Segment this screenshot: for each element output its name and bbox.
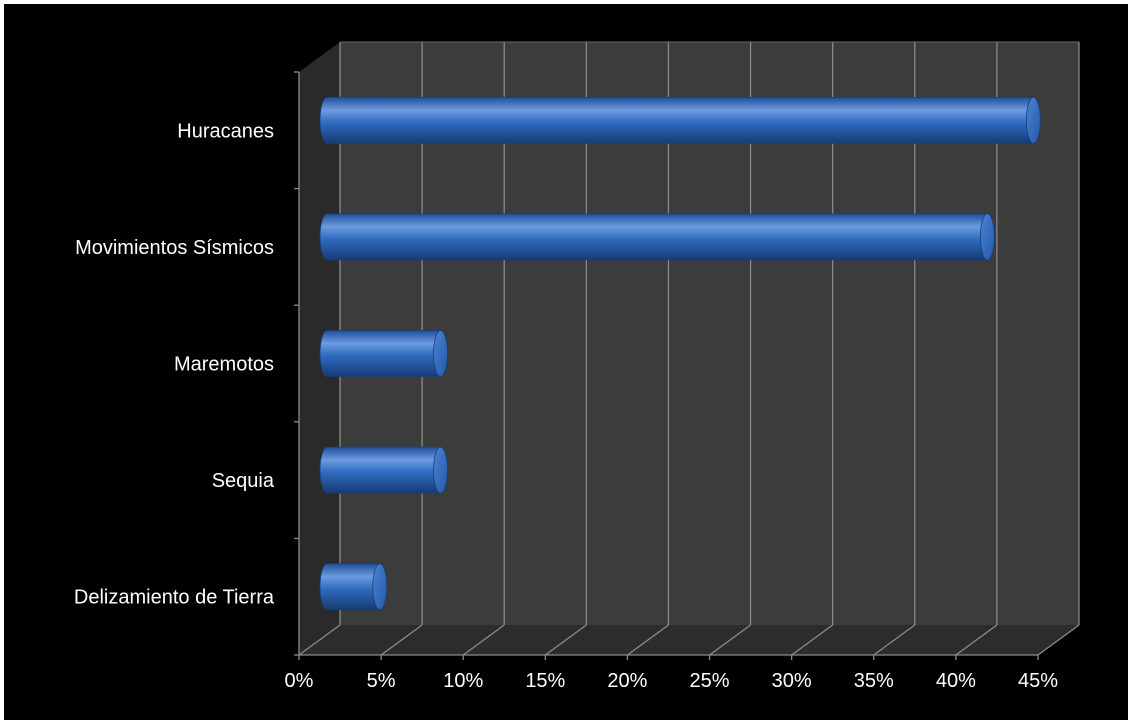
floor-gridline — [380, 624, 423, 656]
bar-body — [319, 96, 1041, 144]
bar-cap — [372, 563, 388, 611]
floor-gridline — [298, 624, 341, 656]
axes — [294, 71, 1039, 660]
back-wall — [340, 42, 1079, 625]
bar — [319, 563, 388, 611]
floor-gridline — [709, 624, 751, 656]
x-tick-label: 25% — [690, 670, 730, 692]
x-tick-labels: 0% 5% 10% 15% 20% 25% 30% 35% 40% 45% — [285, 670, 1059, 692]
floor-gridline — [791, 624, 834, 656]
floor-gridline — [955, 624, 998, 656]
x-tick-label: 40% — [936, 670, 976, 692]
category-labels: Huracanes Movimientos Sísmicos Maremotos Se… — [74, 120, 275, 608]
x-tick-label: 45% — [1018, 670, 1058, 692]
x-tick-label: 30% — [772, 670, 812, 692]
category-label: Delizamiento de Tierra — [74, 587, 275, 609]
bar — [319, 213, 995, 261]
x-tick-label: 15% — [525, 670, 565, 692]
x-tick-label: 10% — [443, 670, 483, 692]
bar-body — [319, 446, 448, 494]
bar-cap — [433, 446, 448, 494]
x-tick-label: 20% — [607, 670, 647, 692]
bar-body — [319, 330, 448, 377]
category-label: Movimientos Sísmicos — [75, 237, 274, 259]
floor-gridline — [627, 624, 669, 656]
left-wall — [299, 42, 340, 655]
bar-cap — [433, 330, 448, 377]
bars — [319, 96, 1041, 611]
category-label: Sequia — [212, 470, 275, 492]
x-tick-label: 0% — [285, 670, 314, 692]
floor-gridline — [462, 624, 505, 656]
bar-chart: Huracanes Movimientos Sísmicos Maremotos Se… — [74, 41, 1080, 692]
category-label: Maremotos — [174, 354, 274, 376]
floor-gridline — [1037, 624, 1080, 656]
floor-gridline — [544, 624, 587, 656]
floor-gridline — [873, 624, 916, 656]
category-label: Huracanes — [177, 120, 274, 142]
bar-body — [319, 213, 995, 261]
chart-frame: Huracanes Movimientos Sísmicos Maremotos Se… — [4, 4, 1128, 720]
bar-cap — [1025, 96, 1041, 144]
bar-cap — [979, 213, 995, 261]
bar — [319, 446, 448, 494]
x-tick-label: 5% — [367, 670, 396, 692]
bar — [319, 96, 1041, 144]
plot-walls — [299, 42, 1079, 655]
bar — [319, 330, 448, 377]
x-tick-label: 35% — [854, 670, 894, 692]
